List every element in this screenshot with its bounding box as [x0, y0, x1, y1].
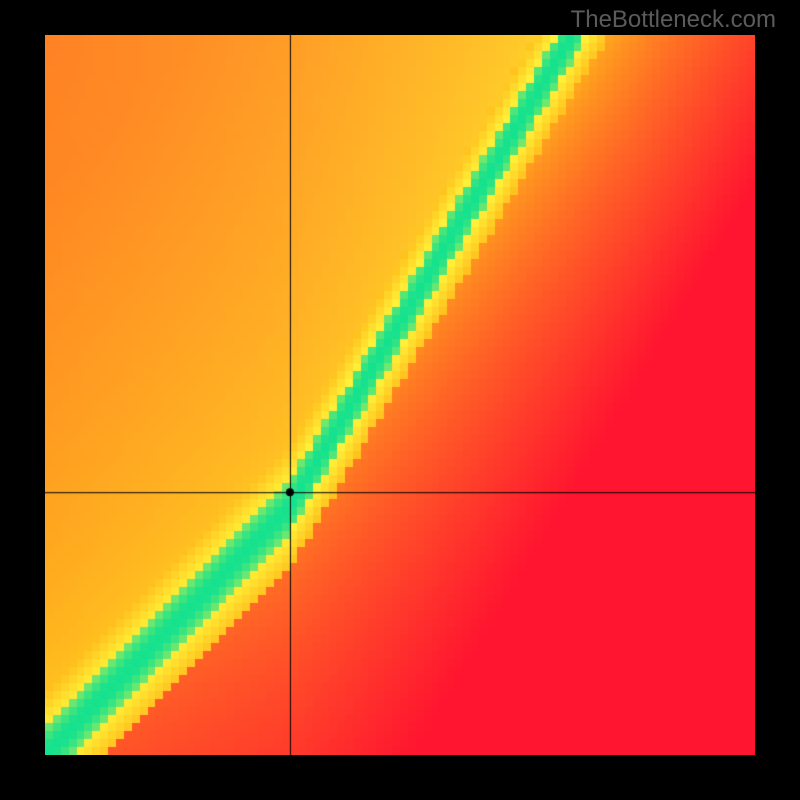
- watermark-text: TheBottleneck.com: [571, 6, 776, 34]
- bottleneck-heatmap: [45, 35, 755, 755]
